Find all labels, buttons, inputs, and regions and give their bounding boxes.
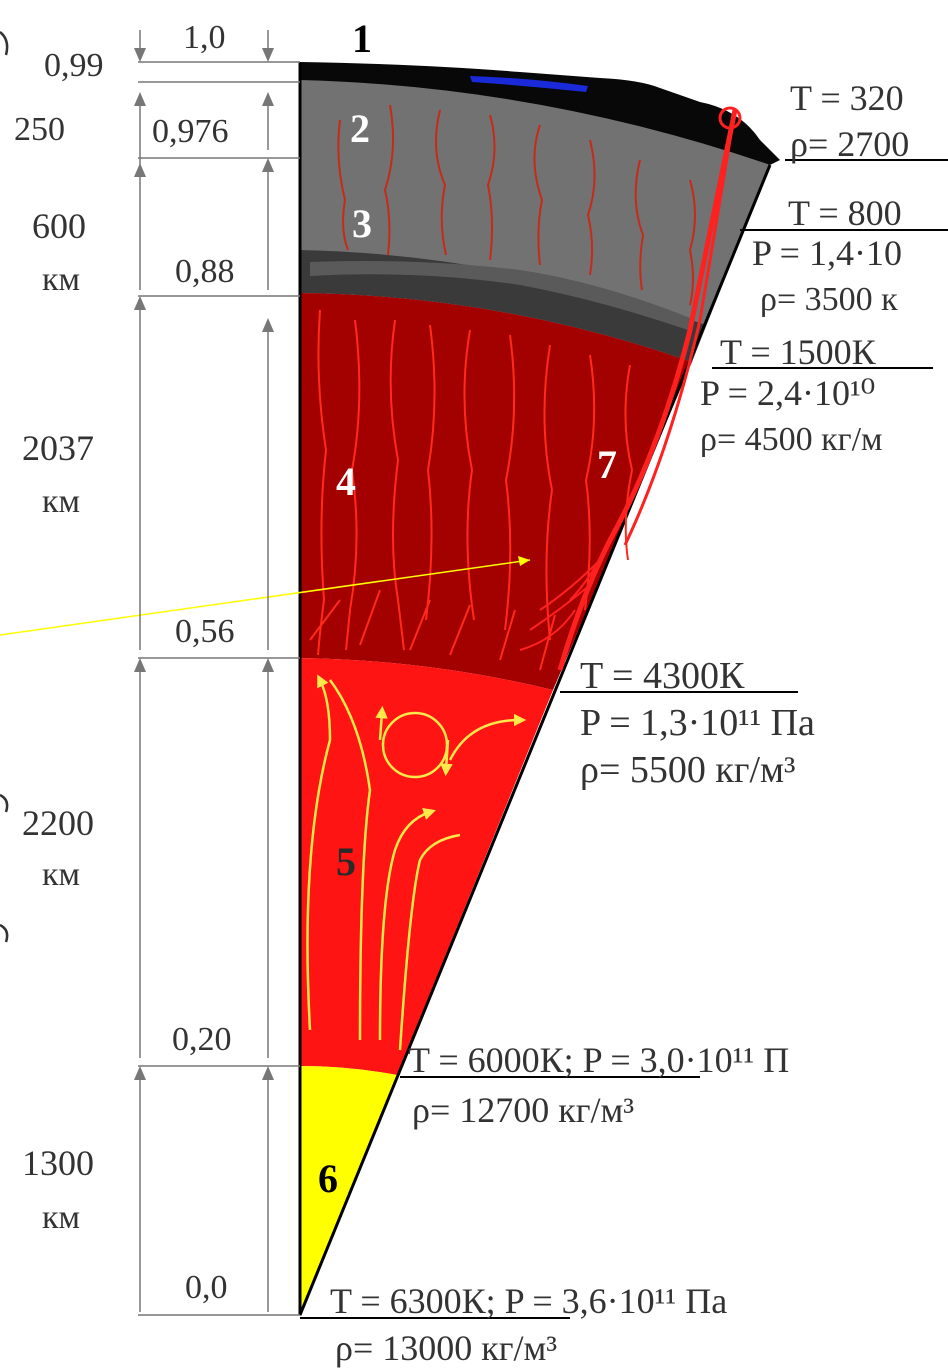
pointer-arrowhead	[518, 556, 530, 566]
boundary-4-pressure: P = 1,3·10¹¹ Па	[580, 702, 815, 744]
mantle-streaks	[337, 104, 696, 306]
boundary-2-temp: T = 800	[788, 193, 902, 233]
depth-250: 250	[14, 111, 65, 148]
depth-1300: 1300	[22, 1143, 94, 1183]
layer-number-2: 2	[350, 106, 370, 151]
radius-label-0-0: 0,0	[185, 1269, 228, 1306]
boundary-3-temp: T = 1500К	[720, 332, 877, 372]
radius-label-0-976: 0,976	[152, 113, 229, 150]
layer-number-5: 5	[336, 839, 356, 884]
plume	[519, 106, 742, 671]
layer-number-4: 4	[336, 459, 356, 504]
boundary-4-temp: T = 4300К	[580, 655, 745, 697]
boundary-4-density: ρ= 5500 кг/м³	[580, 749, 795, 791]
left-edge-fragments	[0, 31, 9, 943]
depth-1300-unit: км	[42, 1199, 80, 1236]
boundary-3-density: ρ= 4500 кг/м	[700, 421, 883, 458]
layer-transition-band	[300, 250, 706, 362]
radius-label-0-88: 0,88	[175, 253, 235, 290]
boundary-labels: T = 320 ρ= 2700 T = 800 P = 1,4·10 ρ= 35…	[330, 78, 909, 1368]
depth-2037: 2037	[22, 428, 94, 468]
boundary-5-density: ρ= 12700 кг/м³	[412, 1090, 634, 1130]
layer-number-7: 7	[597, 442, 617, 487]
boundary-2-pressure: P = 1,4·10	[752, 233, 902, 273]
outer-core-flow-arrows	[306, 674, 527, 1051]
boundary-underlines	[300, 159, 948, 1319]
layer-number-1: 1	[352, 16, 372, 61]
radius-label-0-20: 0,20	[172, 1021, 232, 1058]
boundary-6-density: ρ= 13000 кг/м³	[335, 1328, 557, 1368]
boundary-6-temp-pressure: T = 6300К; P = 3,6·10¹¹ Па	[330, 1281, 727, 1321]
pointer-line	[0, 559, 531, 636]
radius-label-0-99: 0,99	[44, 47, 104, 84]
boundary-1-density: ρ= 2700	[790, 124, 909, 164]
layer-number-6: 6	[318, 1156, 338, 1201]
layer-number-3: 3	[352, 201, 372, 246]
ocean-patch	[470, 76, 588, 92]
layer-transition-stripes	[310, 261, 690, 330]
depth-600-unit: км	[42, 261, 80, 298]
left-scale-arrowheads	[134, 48, 274, 1080]
boundary-5-temp-pressure: T = 6000К; P = 3,0·10¹¹ П	[408, 1040, 789, 1080]
left-scale	[138, 30, 300, 1316]
boundary-1-temp: T = 320	[790, 78, 904, 118]
depth-2037-unit: км	[42, 483, 80, 520]
layer-numbers: 1 2 3 4 5 6 7	[318, 16, 617, 1201]
radius-label-0-56: 0,56	[175, 613, 235, 650]
depth-labels: 250 600 км 2037 км 2200 км 1300 км	[14, 111, 94, 1236]
layer-outer-core	[300, 658, 553, 1075]
radius-label-1-0: 1,0	[183, 19, 226, 56]
depth-2200-unit: км	[42, 856, 80, 893]
boundary-2-density: ρ= 3500 к	[760, 281, 898, 318]
depth-2200: 2200	[22, 803, 94, 843]
depth-600: 600	[32, 206, 86, 246]
boundary-3-pressure: P = 2,4·10¹⁰	[700, 373, 875, 413]
lower-mantle-streaks	[309, 309, 634, 671]
radius-labels: 1,0 0,99 0,976 0,88 0,56 0,20 0,0	[44, 19, 235, 1306]
